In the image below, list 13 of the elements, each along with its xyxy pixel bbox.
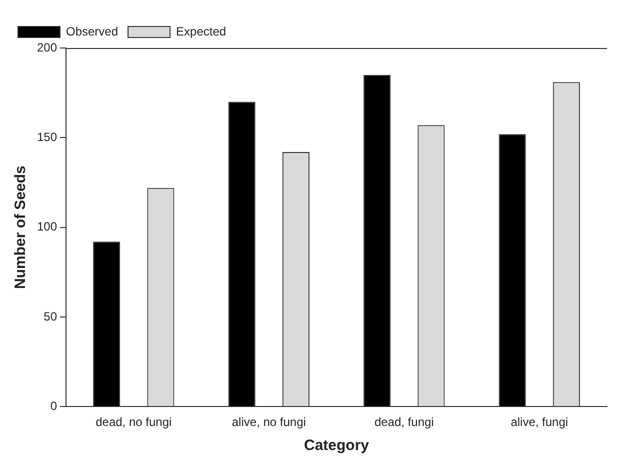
y-tick-label: 100: [36, 220, 58, 234]
x-tick-label: dead, fungi: [374, 415, 434, 430]
x-tick-label: alive, no fungi: [232, 415, 306, 430]
y-tick-label: 50: [44, 309, 58, 324]
legend-label: Expected: [176, 24, 226, 38]
y-axis-title: Number of Seeds: [12, 166, 30, 289]
y-tick-label: 150: [36, 130, 58, 144]
y-tick-label: 0: [50, 398, 58, 413]
y-tick-label: 200: [36, 40, 58, 54]
x-tick-label: dead, no fungi: [96, 415, 172, 430]
x-tick-label: alive, fungi: [510, 415, 568, 430]
legend-label: Observed: [66, 24, 118, 38]
x-axis-title: Category: [304, 437, 370, 454]
